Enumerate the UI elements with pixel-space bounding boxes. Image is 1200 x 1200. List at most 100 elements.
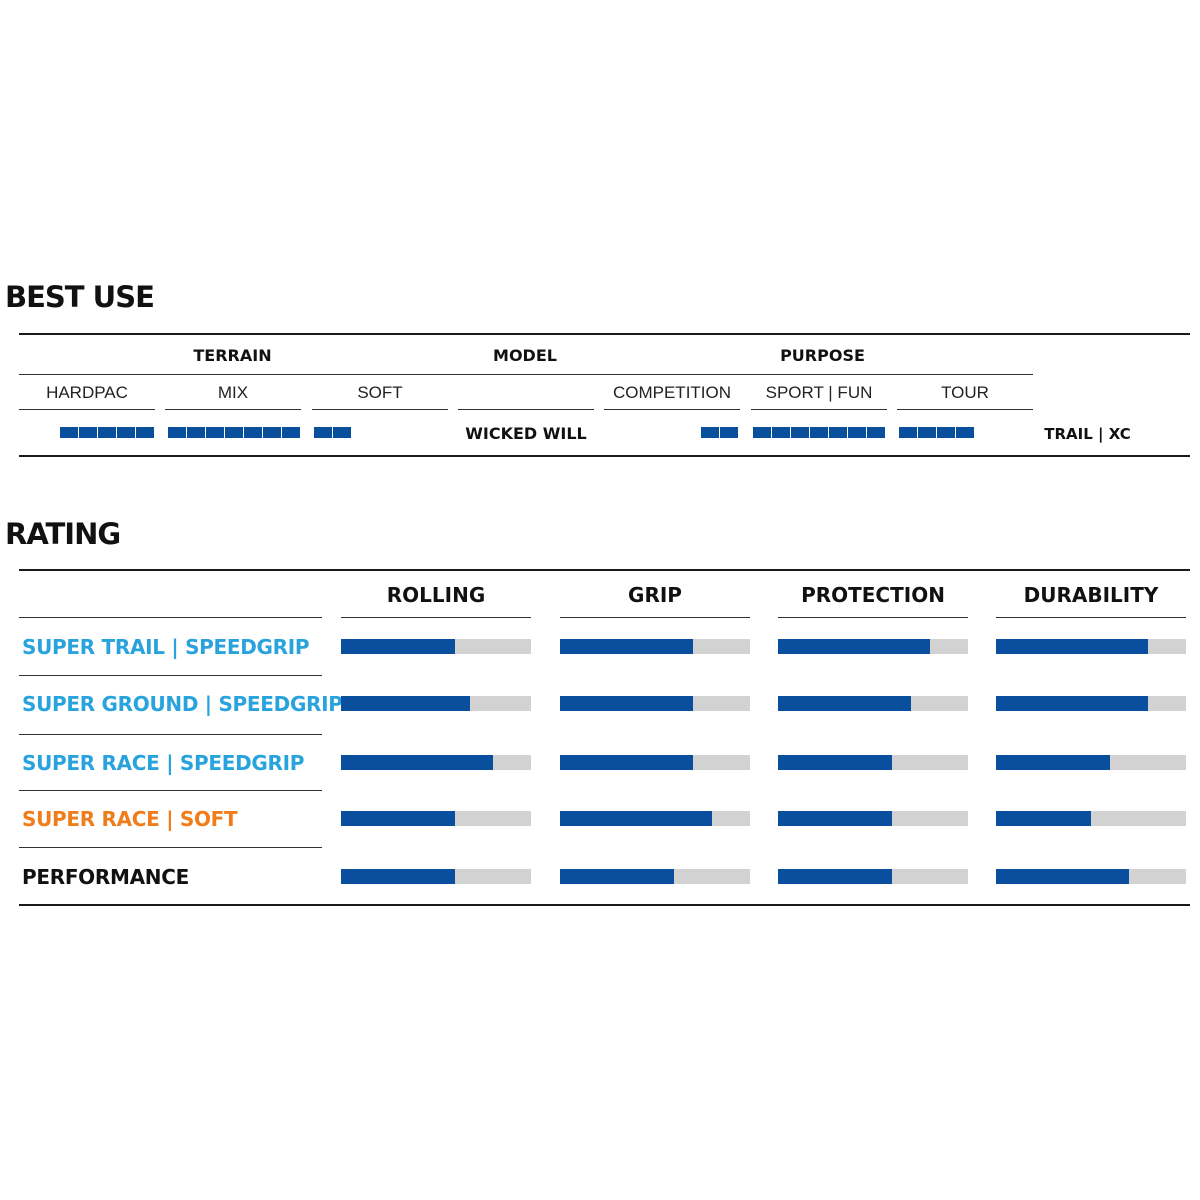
- rating-bar-fill: [560, 696, 693, 711]
- mix-square: [282, 427, 300, 438]
- tour-square: [937, 427, 955, 438]
- rating-category-underline: [996, 617, 1186, 618]
- rating-bar: [996, 869, 1186, 884]
- rating-row-divider: [19, 675, 322, 676]
- rating-bottom-rule: [19, 904, 1190, 906]
- mix-square: [225, 427, 243, 438]
- rating-row-label: SUPER TRAIL | SPEEDGRIP: [22, 635, 310, 659]
- tour-square: [956, 427, 974, 438]
- rating-row-divider: [19, 734, 322, 735]
- rating-bar: [560, 755, 750, 770]
- model-group-label: MODEL: [493, 346, 557, 365]
- rating-row-label: SUPER RACE | SOFT: [22, 807, 238, 831]
- rating-bar: [996, 639, 1186, 654]
- rating-bar: [341, 639, 531, 654]
- soft-square: [333, 427, 351, 438]
- rating-bar-fill: [996, 755, 1110, 770]
- best-use-column-underline: [165, 409, 301, 410]
- rating-title: RATING: [5, 517, 121, 551]
- hardpac-square: [117, 427, 135, 438]
- rating-top-rule: [19, 569, 1190, 571]
- rating-category-header: GRIP: [628, 583, 682, 607]
- category-label: TRAIL | XC: [1044, 425, 1131, 443]
- sport-fun-square: [829, 427, 847, 438]
- rating-bar: [560, 696, 750, 711]
- soft-square: [314, 427, 332, 438]
- mix-square: [187, 427, 205, 438]
- terrain-group-label: TERRAIN: [193, 346, 272, 365]
- rating-bar-fill: [778, 811, 892, 826]
- rating-bar: [996, 811, 1186, 826]
- hardpac-square: [98, 427, 116, 438]
- sport-fun-square: [848, 427, 866, 438]
- best-use-column-underline: [458, 409, 594, 410]
- sport-fun-square: [791, 427, 809, 438]
- rating-row-label: SUPER GROUND | SPEEDGRIP: [22, 692, 343, 716]
- best-use-top-rule: [19, 333, 1190, 335]
- rating-bar-fill: [996, 696, 1148, 711]
- competition-square: [701, 427, 719, 438]
- best-use-column-underline: [897, 409, 1033, 410]
- rating-bar-fill: [778, 696, 911, 711]
- rating-bar-fill: [341, 811, 455, 826]
- best-use-group-divider: [19, 374, 1033, 375]
- sport-fun-square: [753, 427, 771, 438]
- tour-square: [918, 427, 936, 438]
- mix-square: [244, 427, 262, 438]
- rating-bar-fill: [560, 811, 712, 826]
- rating-bar: [778, 696, 968, 711]
- hardpac-square: [60, 427, 78, 438]
- rating-bar-fill: [778, 639, 930, 654]
- rating-bar-fill: [341, 869, 455, 884]
- best-use-column-underline: [751, 409, 887, 410]
- rating-category-header: ROLLING: [386, 583, 486, 607]
- rating-bar: [560, 811, 750, 826]
- rating-bar: [341, 869, 531, 884]
- rating-bar: [778, 869, 968, 884]
- mix-square: [206, 427, 224, 438]
- rating-bar: [778, 811, 968, 826]
- rating-bar-fill: [778, 755, 892, 770]
- rating-label-underline: [19, 617, 322, 618]
- best-use-title: BEST USE: [5, 280, 155, 314]
- rating-bar-fill: [560, 869, 674, 884]
- sport-fun-square: [810, 427, 828, 438]
- rating-bar-fill: [996, 639, 1148, 654]
- rating-bar-fill: [996, 811, 1091, 826]
- rating-bar: [560, 639, 750, 654]
- rating-bar: [996, 696, 1186, 711]
- rating-bar: [341, 811, 531, 826]
- rating-category-underline: [560, 617, 750, 618]
- rating-bar: [778, 755, 968, 770]
- rating-bar-fill: [996, 869, 1129, 884]
- competition-square: [720, 427, 738, 438]
- rating-bar-fill: [560, 755, 693, 770]
- rating-bar: [560, 869, 750, 884]
- rating-row-divider: [19, 847, 322, 848]
- rating-category-header: DURABILITY: [1023, 583, 1159, 607]
- best-use-bottom-rule: [19, 455, 1190, 457]
- hardpac-square: [79, 427, 97, 438]
- best-use-column-label: SOFT: [357, 383, 403, 402]
- sport-fun-square: [772, 427, 790, 438]
- best-use-column-label: MIX: [217, 383, 249, 402]
- rating-bar: [341, 696, 531, 711]
- rating-bar: [996, 755, 1186, 770]
- rating-category-underline: [778, 617, 968, 618]
- purpose-group-label: PURPOSE: [780, 346, 865, 365]
- rating-bar: [778, 639, 968, 654]
- best-use-column-label: HARDPAC: [46, 383, 128, 402]
- rating-row-label: PERFORMANCE: [22, 865, 189, 889]
- rating-row-divider: [19, 790, 322, 791]
- model-name: WICKED WILL: [465, 424, 587, 443]
- rating-row-label: SUPER RACE | SPEEDGRIP: [22, 751, 305, 775]
- tour-square: [899, 427, 917, 438]
- best-use-column-underline: [604, 409, 740, 410]
- rating-bar-fill: [341, 639, 455, 654]
- mix-square: [168, 427, 186, 438]
- rating-bar-fill: [341, 696, 471, 711]
- rating-bar-fill: [778, 869, 892, 884]
- best-use-column-label: SPORT | FUN: [765, 383, 873, 402]
- rating-category-underline: [341, 617, 531, 618]
- rating-bar: [341, 755, 531, 770]
